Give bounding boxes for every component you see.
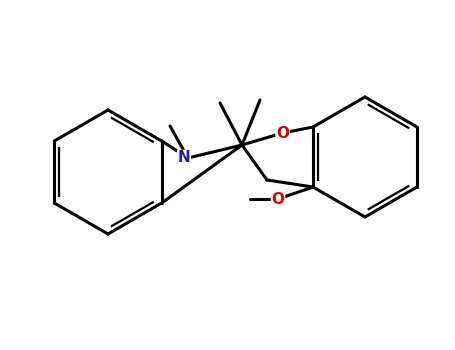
- Text: N: N: [177, 150, 190, 166]
- Text: O: O: [276, 126, 289, 140]
- Text: O: O: [272, 191, 284, 206]
